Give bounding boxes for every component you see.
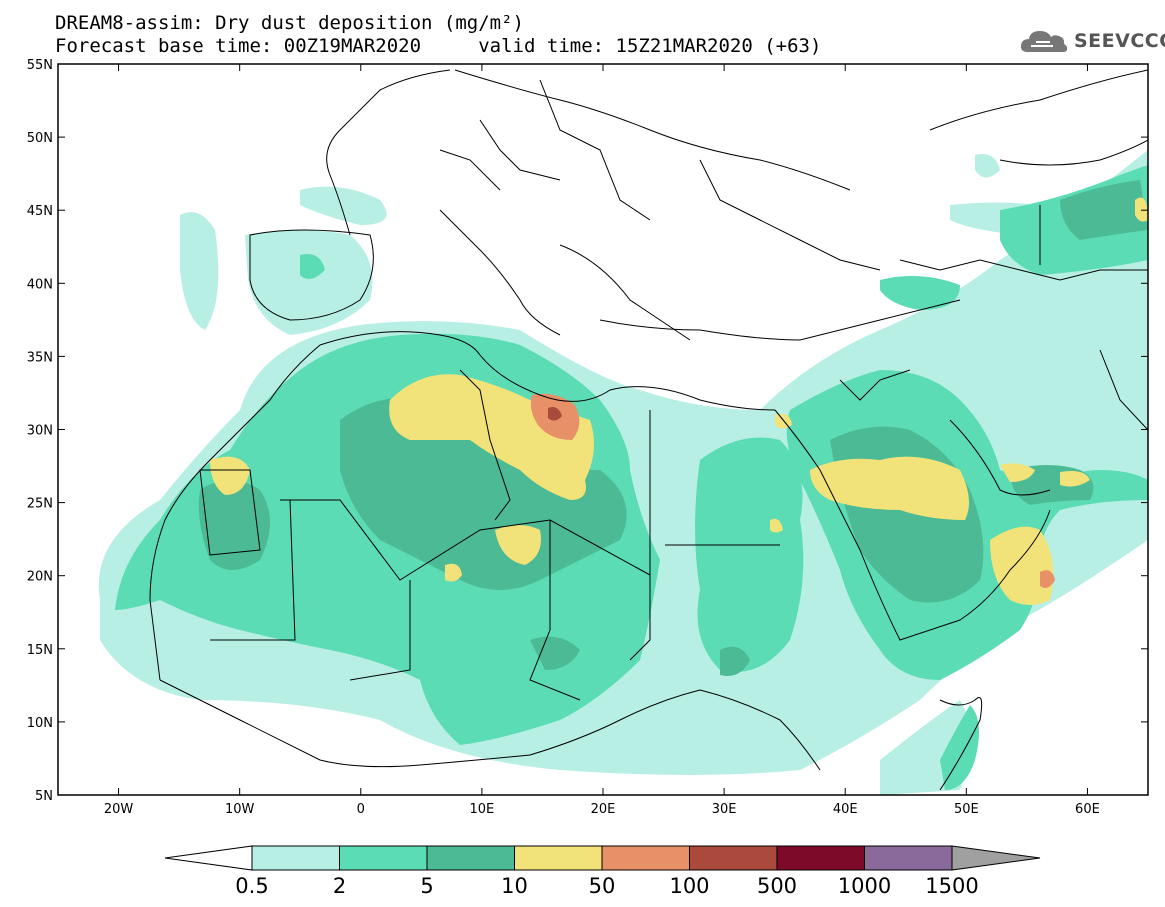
lon-tick-label: 20E [591, 802, 616, 817]
lon-tick-label: 10W [225, 802, 255, 817]
forecast-time-subtitle: Forecast base time: 00Z19MAR2020 valid t… [55, 35, 822, 57]
lon-tick-label: 0 [357, 802, 365, 817]
colorbar-swatch [339, 845, 428, 871]
lon-tick-label: 50E [954, 802, 979, 817]
colorbar-swatch [864, 845, 953, 871]
colorbar-label: 0.5 [235, 874, 268, 898]
lat-tick-label: 40N [27, 277, 53, 292]
lat-tick-label: 20N [27, 570, 53, 585]
colorbar-swatch [601, 845, 690, 871]
logo-text: SEEVCCC [1074, 30, 1165, 52]
colorbar-label: 10 [501, 874, 528, 898]
coastlines-and-borders [149, 69, 1148, 791]
lon-tick-label: 20W [104, 802, 134, 817]
lat-tick-label: 10N [27, 716, 53, 731]
colorbar-swatch [251, 845, 340, 871]
colorbar-label: 1500 [925, 874, 978, 898]
colorbar-label: 2 [333, 874, 346, 898]
lat-tick-label: 30N [27, 424, 53, 439]
map-ticks: 55N 50N 45N 40N 35N 30N 25N 20N 15N 10N 5N 20W 10W 0 1… [27, 58, 1148, 817]
colorbar-label: 50 [589, 874, 616, 898]
lon-tick-label: 60E [1075, 802, 1100, 817]
lat-tick-label: 45N [27, 204, 53, 219]
colorbar-label: 1000 [838, 874, 891, 898]
colorbar-low-arrow [164, 845, 253, 871]
lat-tick-label: 25N [27, 497, 53, 512]
colorbar-label: 100 [669, 874, 709, 898]
colorbar-swatch [426, 845, 515, 871]
seevccc-logo: SEEVCCC [1018, 26, 1165, 56]
lat-tick-label: 50N [27, 131, 53, 146]
lat-tick-label: 15N [27, 643, 53, 658]
cloud-logo-icon [1020, 31, 1068, 52]
colorbar-swatch [689, 845, 778, 871]
colorbar-swatch [776, 845, 865, 871]
colorbar: 0.5 2 5 10 50 100 500 1000 1500 [164, 845, 1041, 898]
lon-tick-label: 10E [470, 802, 495, 817]
colorbar-high-arrow [951, 845, 1041, 871]
colorbar-label: 500 [757, 874, 797, 898]
lon-tick-label: 40E [833, 802, 858, 817]
colorbar-swatch [514, 845, 603, 871]
colorbar-label: 5 [420, 874, 433, 898]
lon-tick-label: 30E [712, 802, 737, 817]
lat-tick-label: 55N [27, 58, 53, 73]
lat-tick-label: 35N [27, 350, 53, 365]
map-title: DREAM8-assim: Dry dust deposition (mg/m²… [55, 12, 524, 34]
dust-field [98, 69, 1148, 795]
deposition-level-100 [548, 407, 562, 421]
lat-tick-label: 5N [35, 789, 53, 804]
